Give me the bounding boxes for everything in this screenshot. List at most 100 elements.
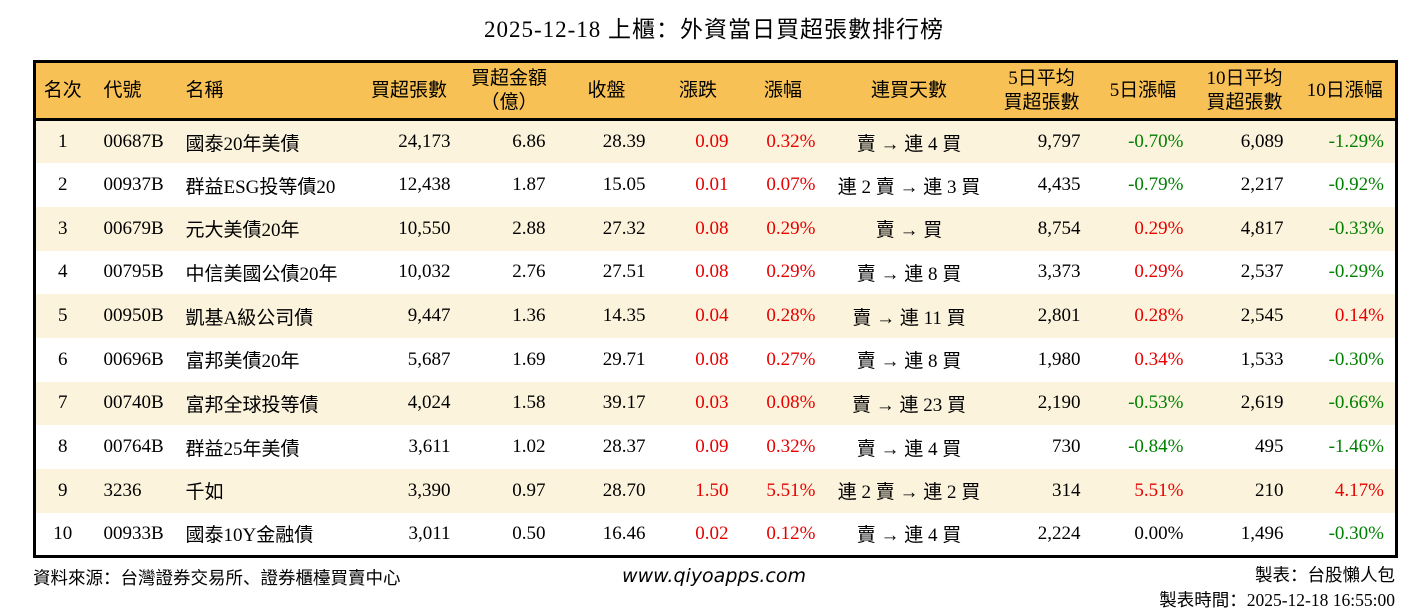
- cell-avg10-volume: 210: [1255, 479, 1284, 501]
- cell-rank: 4: [58, 261, 68, 283]
- cell-close: 27.51: [602, 261, 646, 283]
- cell-net-buy-volume: 3,611: [408, 436, 451, 458]
- table-row: 4 00795B 中信美國公債20年 10,032 2.76 27.51 0.08 0.29%…: [34, 250, 1397, 295]
- cell-rank: 8: [58, 436, 68, 458]
- cell-close: 16.46: [602, 522, 646, 544]
- cell-net-buy-amount: 0.50: [512, 522, 546, 544]
- cell-change: 1.50: [695, 479, 729, 501]
- cell-net-buy-amount: 6.86: [512, 131, 546, 153]
- header-net-buy-amount: 買超金額 （億）: [461, 61, 557, 121]
- cell-avg5-volume: 4,435: [1037, 174, 1081, 196]
- cell-net-buy-volume: 24,173: [398, 131, 451, 153]
- cell-code: 00933B: [103, 522, 164, 544]
- cell-name: 國泰20年美債: [185, 133, 300, 155]
- cell-streak: 連 2 賣 → 連 2 買: [837, 482, 981, 504]
- table-header: 名次 代號 名稱 買超張數 買超金額 （億） 收盤 漲跌 漲幅 連買天數 5日平…: [34, 61, 1397, 121]
- cell-pct10: -0.92%: [1328, 174, 1384, 196]
- cell-streak: 賣 → 連 8 買: [856, 263, 962, 285]
- header-change-pct: 漲幅: [739, 61, 827, 121]
- cell-rank: 1: [58, 131, 68, 153]
- cell-streak: 賣 → 連 4 買: [856, 438, 962, 460]
- header-streak: 連買天數: [826, 61, 992, 121]
- cell-close: 15.05: [602, 174, 646, 196]
- cell-net-buy-amount: 1.69: [512, 348, 546, 370]
- cell-pct10: -0.33%: [1328, 217, 1384, 239]
- cell-change-pct: 0.29%: [766, 261, 816, 283]
- cell-close: 27.32: [602, 217, 646, 239]
- footer: 資料來源：台灣證券交易所、證券櫃檯買賣中心 www.qiyoapps.com 製…: [33, 563, 1395, 612]
- cell-avg5-volume: 2,801: [1037, 305, 1081, 327]
- cell-pct5: -0.79%: [1128, 174, 1184, 196]
- cell-net-buy-volume: 4,024: [407, 392, 451, 414]
- cell-change-pct: 0.32%: [766, 131, 816, 153]
- cell-pct10: -0.30%: [1328, 522, 1384, 544]
- cell-avg10-volume: 2,545: [1240, 305, 1284, 327]
- cell-net-buy-volume: 5,687: [407, 348, 451, 370]
- cell-net-buy-volume: 10,032: [398, 261, 451, 283]
- cell-change-pct: 0.29%: [766, 217, 816, 239]
- header-pct10: 10日漲幅: [1294, 61, 1397, 121]
- cell-code: 00679B: [103, 217, 164, 239]
- table-row: 9 3236 千如 3,390 0.97 28.70 1.50 5.51% 連 2 賣 → 連 …: [34, 469, 1397, 513]
- cell-pct10: -0.30%: [1328, 348, 1384, 370]
- header-net-buy-volume: 買超張數: [356, 61, 462, 121]
- cell-pct10: -1.29%: [1328, 131, 1384, 153]
- cell-avg10-volume: 1,533: [1240, 348, 1284, 370]
- table-row: 1 00687B 國泰20年美債 24,173 6.86 28.39 0.09 0.32% 賣 …: [34, 119, 1397, 164]
- cell-close: 29.71: [602, 348, 646, 370]
- header-pct5: 5日漲幅: [1091, 61, 1195, 121]
- cell-change: 0.03: [695, 392, 729, 414]
- cell-close: 39.17: [602, 392, 646, 414]
- cell-name: 富邦全球投等債: [185, 394, 319, 416]
- cell-avg5-volume: 730: [1052, 436, 1081, 458]
- footer-credits: 製表：台股懶人包 製表時間：2025-12-18 16:55:00: [806, 563, 1395, 612]
- cell-avg5-volume: 3,373: [1037, 261, 1081, 283]
- header-avg10-volume: 10日平均 買超張數: [1194, 61, 1295, 121]
- cell-net-buy-amount: 0.97: [512, 479, 546, 501]
- cell-net-buy-amount: 2.76: [512, 261, 546, 283]
- cell-streak: 連 2 賣 → 連 3 買: [837, 176, 981, 198]
- cell-code: 00764B: [103, 436, 164, 458]
- ranking-table: 名次 代號 名稱 買超張數 買超金額 （億） 收盤 漲跌 漲幅 連買天數 5日平…: [33, 60, 1398, 558]
- cell-close: 14.35: [602, 305, 646, 327]
- cell-rank: 7: [58, 392, 68, 414]
- header-rank: 名次: [34, 61, 90, 121]
- cell-pct5: -0.84%: [1128, 436, 1184, 458]
- cell-avg10-volume: 2,217: [1240, 174, 1284, 196]
- cell-code: 00950B: [103, 305, 164, 327]
- cell-net-buy-amount: 2.88: [512, 217, 546, 239]
- cell-name: 群益25年美債: [185, 438, 300, 460]
- cell-change: 0.01: [695, 174, 729, 196]
- cell-name: 國泰10Y金融債: [185, 525, 314, 547]
- cell-avg5-volume: 1,980: [1037, 348, 1081, 370]
- cell-name: 富邦美債20年: [185, 351, 300, 373]
- made-time-label: 製表時間：2025-12-18 16:55:00: [1159, 590, 1395, 611]
- cell-pct5: 0.29%: [1134, 261, 1184, 283]
- cell-name: 元大美債20年: [185, 220, 300, 242]
- table-row: 6 00696B 富邦美債20年 5,687 1.69 29.71 0.08 0.27% 賣 →…: [34, 337, 1397, 382]
- cell-change-pct: 0.12%: [766, 522, 816, 544]
- cell-streak: 賣 → 連 23 買: [851, 394, 966, 416]
- table-header-row: 名次 代號 名稱 買超張數 買超金額 （億） 收盤 漲跌 漲幅 連買天數 5日平…: [34, 61, 1397, 121]
- cell-avg5-volume: 9,797: [1037, 131, 1081, 153]
- cell-rank: 2: [58, 174, 68, 196]
- cell-avg10-volume: 1,496: [1240, 522, 1284, 544]
- cell-change-pct: 0.08%: [766, 392, 816, 414]
- website-text: www.qiyoapps.com: [622, 564, 806, 587]
- cell-name: 千如: [185, 482, 224, 504]
- ranking-table-wrap: 名次 代號 名稱 買超張數 買超金額 （億） 收盤 漲跌 漲幅 連買天數 5日平…: [33, 60, 1398, 558]
- cell-avg10-volume: 2,619: [1240, 392, 1284, 414]
- cell-change: 0.02: [695, 522, 729, 544]
- cell-net-buy-volume: 3,390: [407, 479, 451, 501]
- cell-net-buy-amount: 1.36: [512, 305, 546, 327]
- cell-change-pct: 0.07%: [766, 174, 816, 196]
- cell-pct10: -0.66%: [1328, 392, 1384, 414]
- cell-net-buy-volume: 9,447: [407, 305, 451, 327]
- cell-pct5: 5.51%: [1134, 479, 1184, 501]
- cell-pct10: -0.29%: [1328, 261, 1384, 283]
- cell-rank: 6: [58, 348, 68, 370]
- header-name: 名稱: [171, 61, 357, 121]
- cell-rank: 3: [58, 217, 68, 239]
- cell-change: 0.09: [695, 436, 729, 458]
